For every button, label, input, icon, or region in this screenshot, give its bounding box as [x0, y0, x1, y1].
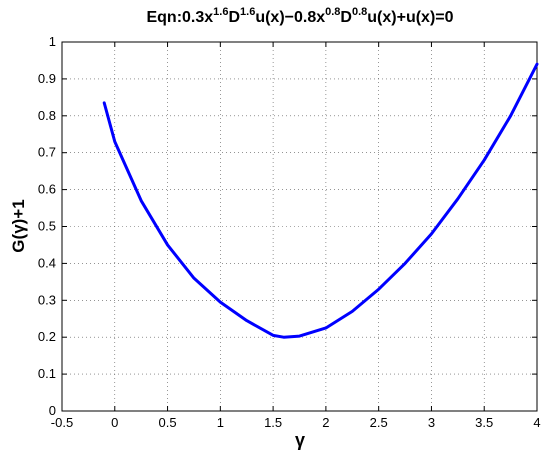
x-tick-label: 4: [533, 415, 540, 430]
title-text: u(x)−0.8x: [255, 9, 325, 26]
data-line: [102, 62, 539, 339]
x-tick-label: 2: [322, 415, 329, 430]
y-tick-label: 0.8: [38, 108, 56, 123]
x-tick-label: 0.5: [159, 415, 177, 430]
y-tick-label: 0.7: [38, 145, 56, 160]
x-tick-label: 1: [217, 415, 224, 430]
title-superscript: 1.6: [213, 6, 228, 18]
y-tick-label: 0.5: [38, 219, 56, 234]
title-text: D: [340, 9, 352, 26]
x-tick-label: 3: [428, 415, 435, 430]
x-tick-label: 0: [111, 415, 118, 430]
x-tick-label: -0.5: [51, 415, 73, 430]
title-text: Eqn:0.3x: [146, 9, 213, 26]
x-tick-label: 1.5: [264, 415, 282, 430]
plot-frame: [61, 41, 538, 412]
x-axis-label: γ: [295, 430, 305, 450]
y-tick-label: 0.6: [38, 182, 56, 197]
title-superscript: 0.8: [352, 6, 367, 18]
y-axis-label: G(γ)+1: [9, 199, 28, 252]
x-tick-label: 2.5: [370, 415, 388, 430]
title-text: D: [228, 9, 240, 26]
y-tick-label: 0: [49, 403, 56, 418]
title-superscript: 1.6: [240, 6, 255, 18]
title-superscript: 0.8: [325, 6, 340, 18]
y-tick-label: 0.3: [38, 292, 56, 307]
y-tick-label: 0.1: [38, 366, 56, 381]
x-tick-label: 3.5: [475, 415, 493, 430]
y-tick-label: 0.9: [38, 71, 56, 86]
y-tick-label: 0.2: [38, 329, 56, 344]
y-tick-label: 1: [49, 34, 56, 49]
title-text: u(x)+u(x)=0: [367, 9, 453, 26]
chart-title: Eqn:0.3x1.6D1.6u(x)−0.8x0.8D0.8u(x)+u(x)…: [146, 6, 453, 26]
y-tick-label: 0.4: [38, 255, 56, 270]
